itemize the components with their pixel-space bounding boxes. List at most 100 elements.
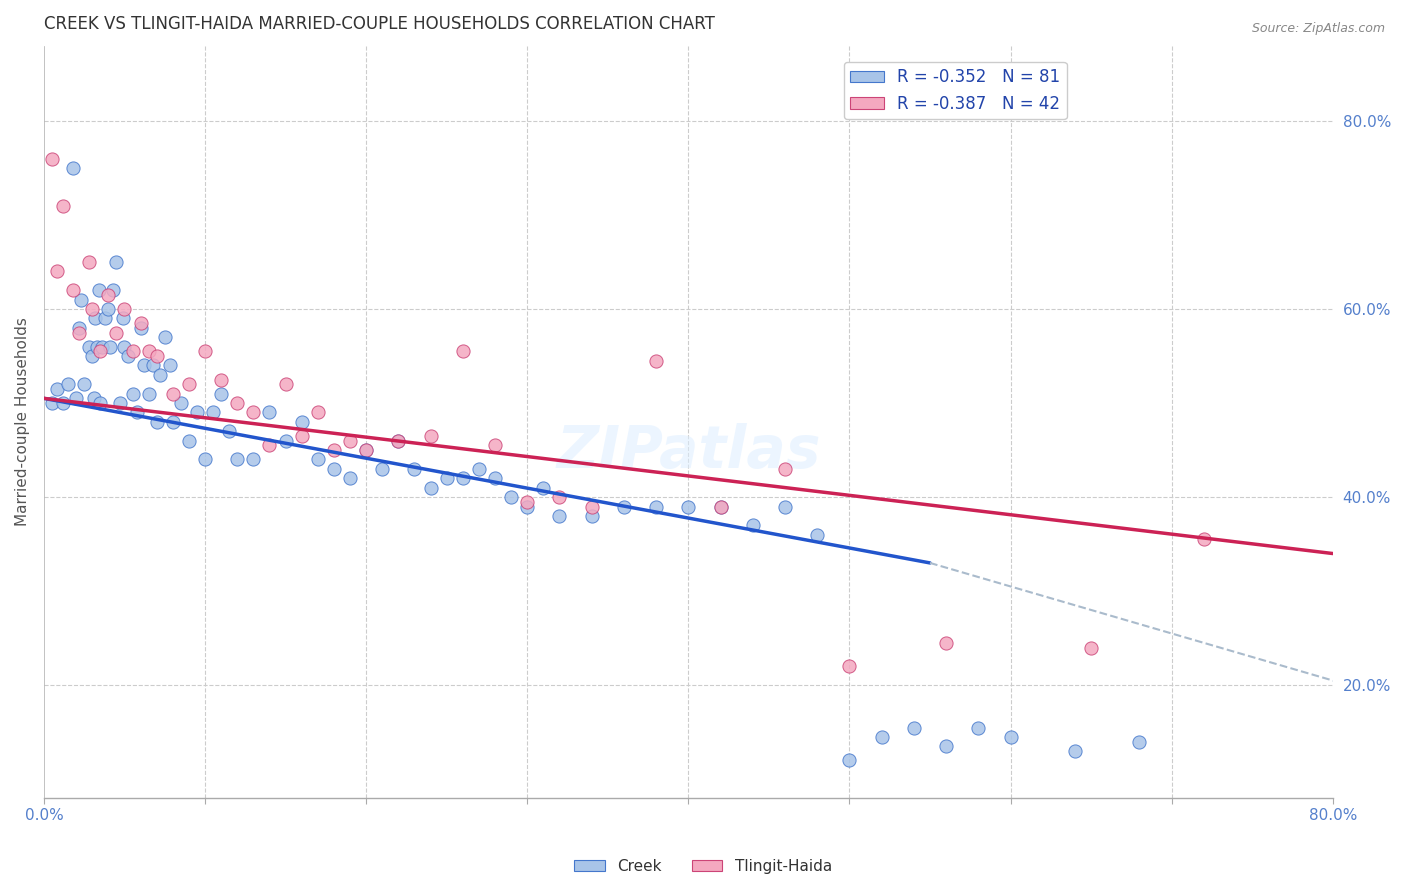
Point <box>773 500 796 514</box>
Point <box>162 386 184 401</box>
Point <box>177 377 200 392</box>
Point <box>83 392 105 406</box>
Point <box>90 340 112 354</box>
Point <box>129 316 152 330</box>
Point <box>138 386 160 401</box>
Point <box>111 311 134 326</box>
Point <box>484 471 506 485</box>
Point <box>218 424 240 438</box>
Point <box>613 500 636 514</box>
Point <box>105 255 128 269</box>
Point <box>322 443 344 458</box>
Point <box>94 311 117 326</box>
Point <box>162 415 184 429</box>
Point <box>548 508 571 523</box>
Point <box>67 321 90 335</box>
Point <box>77 340 100 354</box>
Point <box>291 415 314 429</box>
Text: ZIPatlas: ZIPatlas <box>557 424 821 481</box>
Point <box>209 372 232 386</box>
Point <box>82 349 104 363</box>
Point <box>501 490 523 504</box>
Point <box>322 462 344 476</box>
Point <box>45 264 67 278</box>
Point <box>84 311 107 326</box>
Y-axis label: Married-couple Households: Married-couple Households <box>15 318 30 526</box>
Point <box>259 438 281 452</box>
Point <box>903 721 925 735</box>
Point <box>709 500 731 514</box>
Point <box>531 481 554 495</box>
Point <box>62 283 84 297</box>
Point <box>387 434 409 448</box>
Point <box>838 659 860 673</box>
Point <box>1080 640 1102 655</box>
Point <box>678 500 700 514</box>
Point <box>451 471 474 485</box>
Point <box>41 396 63 410</box>
Point <box>145 349 167 363</box>
Point <box>77 255 100 269</box>
Point <box>129 321 152 335</box>
Point <box>354 443 377 458</box>
Point <box>97 301 120 316</box>
Point <box>1064 744 1087 758</box>
Point <box>86 340 108 354</box>
Point <box>132 359 155 373</box>
Point <box>52 198 75 212</box>
Point <box>548 490 571 504</box>
Point <box>114 301 136 316</box>
Point <box>177 434 200 448</box>
Point <box>159 359 181 373</box>
Point <box>105 326 128 340</box>
Point <box>194 344 217 359</box>
Point <box>101 283 124 297</box>
Point <box>838 754 860 768</box>
Point <box>354 443 377 458</box>
Point <box>387 434 409 448</box>
Point <box>209 386 232 401</box>
Point <box>967 721 990 735</box>
Point <box>806 527 828 541</box>
Point <box>645 500 668 514</box>
Point <box>202 405 225 419</box>
Point <box>170 396 193 410</box>
Point <box>451 344 474 359</box>
Point <box>73 377 96 392</box>
Point <box>371 462 394 476</box>
Point <box>935 636 957 650</box>
Point <box>274 434 297 448</box>
Point <box>70 293 93 307</box>
Point <box>56 377 79 392</box>
Point <box>45 382 67 396</box>
Point <box>404 462 426 476</box>
Point <box>645 353 668 368</box>
Point <box>274 377 297 392</box>
Point <box>226 452 249 467</box>
Point <box>145 415 167 429</box>
Point <box>114 340 136 354</box>
Text: Source: ZipAtlas.com: Source: ZipAtlas.com <box>1251 22 1385 36</box>
Point <box>149 368 172 382</box>
Point <box>307 452 329 467</box>
Point <box>935 739 957 754</box>
Point <box>98 340 121 354</box>
Point <box>242 452 264 467</box>
Point <box>97 288 120 302</box>
Point <box>436 471 458 485</box>
Point <box>516 495 538 509</box>
Point <box>121 344 143 359</box>
Point <box>41 152 63 166</box>
Point <box>1192 533 1215 547</box>
Point <box>67 326 90 340</box>
Text: CREEK VS TLINGIT-HAIDA MARRIED-COUPLE HOUSEHOLDS CORRELATION CHART: CREEK VS TLINGIT-HAIDA MARRIED-COUPLE HO… <box>44 15 714 33</box>
Point <box>259 405 281 419</box>
Point <box>52 396 75 410</box>
Point <box>89 344 111 359</box>
Point <box>1000 730 1022 744</box>
Point <box>581 500 603 514</box>
Point <box>142 359 165 373</box>
Point <box>870 730 893 744</box>
Point <box>307 405 329 419</box>
Point <box>339 471 361 485</box>
